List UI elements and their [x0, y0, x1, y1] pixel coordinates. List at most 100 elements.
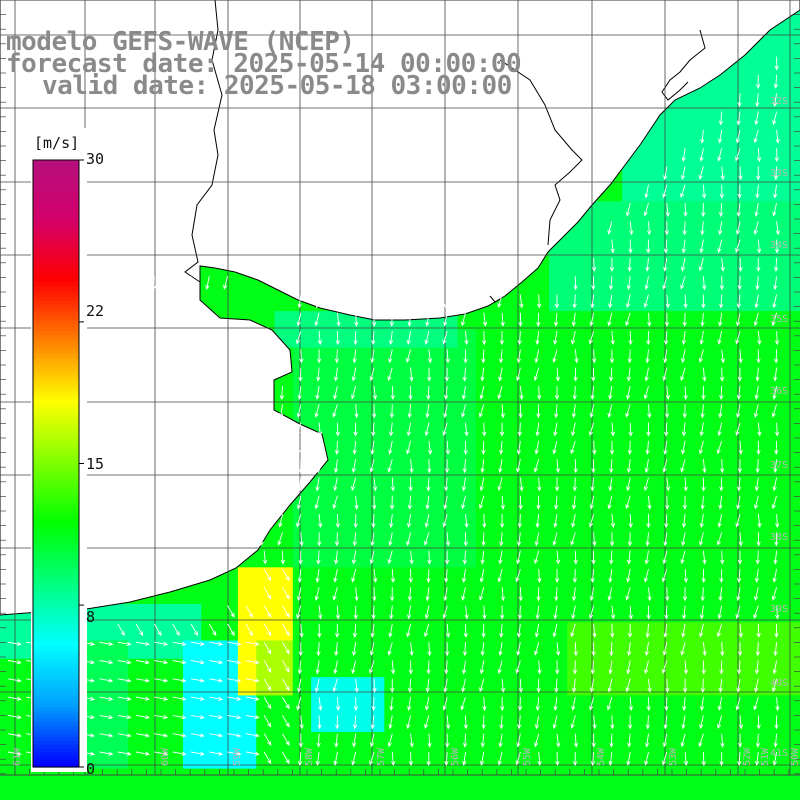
speed-cell [585, 695, 605, 715]
wind-arrow [718, 111, 724, 126]
wind-arrow [263, 678, 272, 692]
speed-cell [677, 311, 696, 330]
speed-cell [329, 457, 349, 477]
wind-arrow [480, 459, 485, 474]
wind-arrow [720, 459, 725, 474]
speed-cell [549, 530, 568, 550]
speed-cell [366, 512, 385, 532]
speed-cell [494, 677, 513, 696]
wind-arrow [462, 642, 468, 657]
speed-cell [732, 786, 751, 800]
wind-arrow [610, 422, 616, 437]
speed-cell [274, 732, 294, 751]
wind-arrow [645, 257, 650, 272]
speed-cell [457, 640, 477, 660]
wind-arrow [757, 331, 762, 346]
speed-cell [274, 311, 294, 330]
wind-arrow [774, 623, 779, 638]
wind-arrow [151, 276, 157, 291]
wind-arrow [737, 367, 743, 382]
speed-cell [567, 640, 587, 660]
speed-cell [402, 585, 422, 605]
wind-arrow [702, 367, 707, 382]
wind-arrow [572, 660, 578, 675]
speed-cell [146, 713, 166, 733]
speed-cell [0, 732, 19, 751]
wind-arrow [555, 550, 561, 565]
speed-cell [677, 256, 696, 275]
speed-cell [494, 366, 513, 385]
speed-cell [311, 475, 330, 495]
speed-cell [146, 622, 166, 641]
colorbar-segment [33, 383, 79, 389]
speed-cell [768, 622, 788, 641]
wind-arrow [626, 367, 632, 382]
wind-arrow [589, 312, 595, 327]
speed-cell [658, 347, 678, 367]
speed-cell [713, 311, 733, 330]
speed-cell [384, 786, 404, 800]
wind-arrow [737, 459, 743, 474]
wind-arrow [591, 459, 596, 474]
speed-cell [420, 640, 440, 660]
wind-arrow [334, 440, 340, 455]
speed-cell [292, 640, 312, 660]
colorbar-segment [33, 247, 79, 252]
wind-arrow [351, 568, 357, 583]
colorbar-segment [33, 182, 79, 188]
speed-cell [420, 329, 440, 349]
speed-cell [530, 366, 550, 385]
wind-arrow [571, 312, 576, 327]
speed-cell [36, 786, 56, 800]
wind-arrow [755, 74, 761, 89]
wind-arrow [315, 294, 320, 309]
speed-cell [347, 713, 367, 733]
speed-cell [640, 183, 660, 202]
colorbar-segment [33, 607, 79, 613]
wind-arrow [756, 349, 761, 364]
speed-cell [329, 329, 349, 349]
wind-arrow [444, 550, 450, 565]
speed-cell [786, 311, 800, 330]
speed-cell [183, 622, 202, 641]
speed-cell [695, 91, 715, 111]
wind-arrow [136, 641, 150, 646]
speed-cell [384, 475, 404, 495]
speed-cell [311, 585, 330, 605]
wind-arrow [682, 587, 688, 602]
speed-cell [713, 420, 733, 440]
speed-cell [475, 420, 495, 440]
speed-cell [677, 366, 696, 385]
speed-cell [768, 475, 788, 495]
wind-arrow [354, 312, 359, 327]
speed-cell [274, 585, 294, 605]
speed-cell [530, 677, 550, 696]
wind-arrow [297, 385, 302, 400]
wind-arrow [717, 422, 723, 437]
wind-arrow [369, 459, 375, 473]
speed-cell [768, 109, 788, 129]
wind-arrow [389, 587, 395, 602]
wind-arrow [698, 257, 704, 272]
wind-arrow [334, 532, 340, 547]
speed-cell [457, 384, 477, 404]
colorbar-segment [33, 213, 79, 218]
wind-arrow [736, 385, 742, 400]
speed-cell [0, 713, 19, 733]
wind-arrow [553, 312, 559, 327]
speed-cell [622, 256, 641, 275]
wind-arrow [190, 678, 205, 683]
speed-cell [274, 292, 294, 312]
wind-arrow [464, 422, 469, 437]
wind-arrow [736, 678, 741, 693]
speed-cell [256, 292, 275, 312]
wind-arrow [297, 660, 303, 675]
speed-cell [786, 146, 800, 166]
speed-cell [750, 54, 770, 74]
speed-cell [475, 402, 495, 422]
wind-arrow [590, 294, 595, 309]
speed-cell [420, 603, 440, 623]
speed-cell [750, 366, 770, 385]
speed-cell [256, 750, 275, 770]
wind-arrow [515, 660, 521, 674]
